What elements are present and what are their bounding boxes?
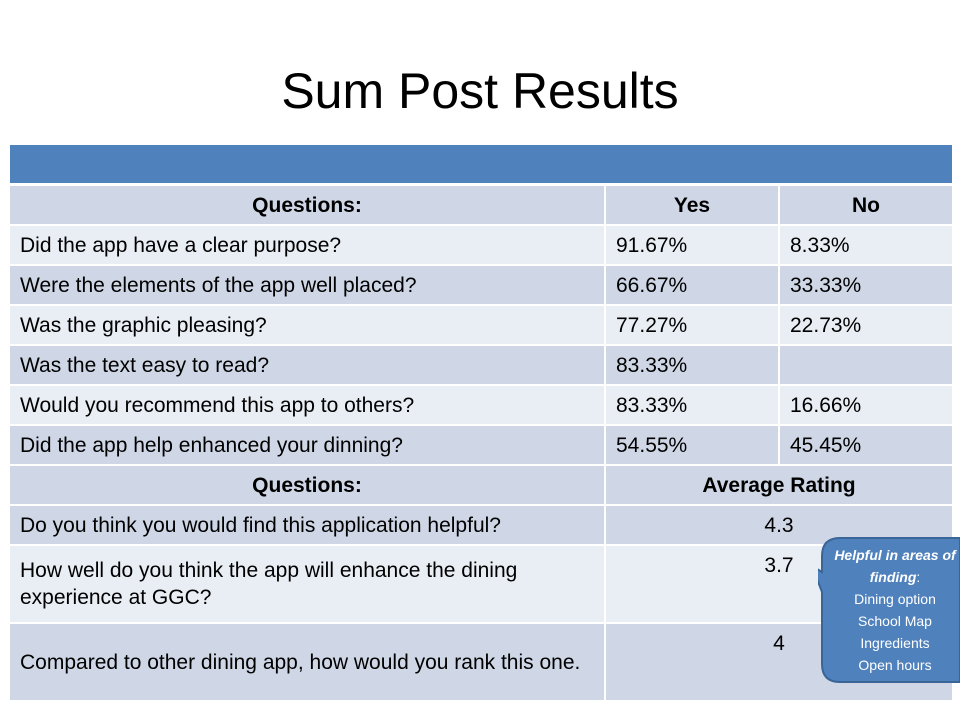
callout-bubble: Helpful in areas of finding: Dining opti… [818,536,960,684]
column-header-no: No [778,183,954,226]
table-header-band [8,143,954,186]
callout-heading: Helpful in areas of finding [834,547,956,585]
table-row: How well do you think the app will enhan… [8,544,954,624]
results-table: Questions: Yes No Did the app have a cle… [8,143,954,702]
question-cell: Did the app have a clear purpose? [8,224,606,266]
rating-header-row: Questions: Average Rating [8,464,954,506]
table-row: Would you recommend this app to others? … [8,384,954,426]
no-cell: 45.45% [778,424,954,466]
callout-item: Open hours [858,657,932,673]
no-cell: 22.73% [778,304,954,346]
no-cell: 33.33% [778,264,954,306]
table-row: Do you think you would find this applica… [8,504,954,546]
yes-cell: 66.67% [604,264,780,306]
yes-cell: 54.55% [604,424,780,466]
yes-cell: 83.33% [604,344,780,386]
rating-cell: 4.3 [604,504,954,546]
yes-cell: 91.67% [604,224,780,266]
question-cell: How well do you think the app will enhan… [8,544,606,624]
callout-colon: : [916,569,921,585]
yes-cell: 77.27% [604,304,780,346]
table-row: Did the app help enhanced your dinning? … [8,424,954,466]
no-cell [778,344,954,386]
no-cell: 8.33% [778,224,954,266]
table-row: Compared to other dining app, how would … [8,622,954,702]
callout-item: Ingredients [860,635,930,651]
callout-item: School Map [858,613,932,629]
question-cell: Was the text easy to read? [8,344,606,386]
callout-shape [818,537,960,683]
question-cell: Do you think you would find this applica… [8,504,606,546]
question-cell: Were the elements of the app well placed… [8,264,606,306]
question-cell: Did the app help enhanced your dinning? [8,424,606,466]
table-row: Was the graphic pleasing? 77.27% 22.73% [8,304,954,346]
question-cell: Compared to other dining app, how would … [8,622,606,702]
table-row: Was the text easy to read? 83.33% [8,344,954,386]
question-cell: Would you recommend this app to others? [8,384,606,426]
page-title: Sum Post Results [281,63,679,119]
table-row: Were the elements of the app well placed… [8,264,954,306]
no-cell: 16.66% [778,384,954,426]
question-cell: Was the graphic pleasing? [8,304,606,346]
table-row: Did the app have a clear purpose? 91.67%… [8,224,954,266]
callout-text: Helpful in areas of finding: Dining opti… [830,544,960,676]
column-header-questions: Questions: [8,183,606,226]
table-header-row: Questions: Yes No [8,183,954,226]
callout-item: Dining option [854,591,936,607]
yes-cell: 83.33% [604,384,780,426]
column-header-questions: Questions: [8,464,606,506]
column-header-average-rating: Average Rating [604,464,954,506]
column-header-yes: Yes [604,183,780,226]
